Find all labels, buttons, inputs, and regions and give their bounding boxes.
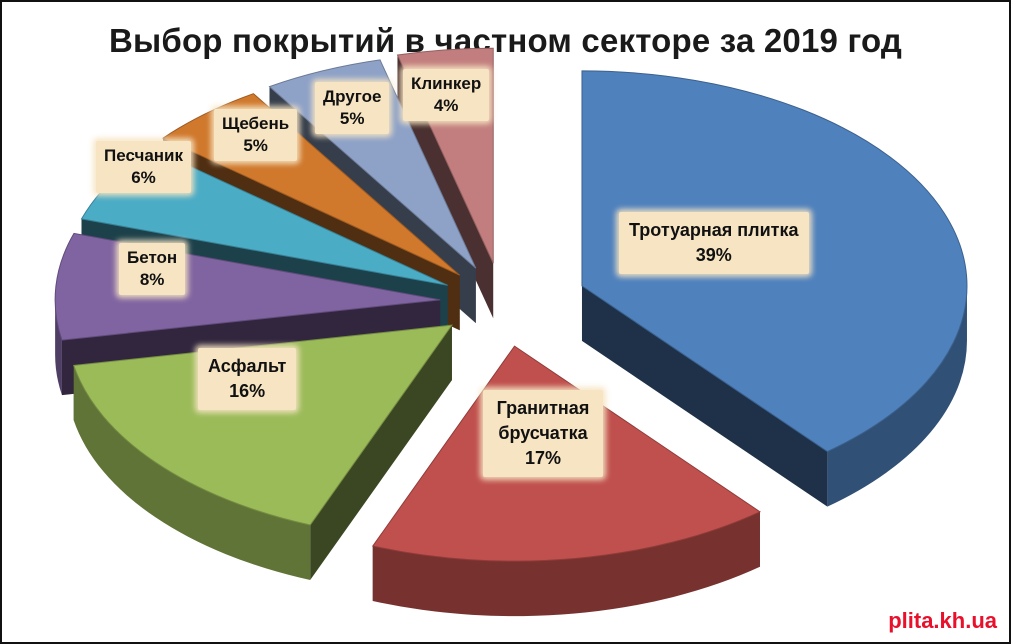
pie-slice-2-side	[73, 365, 311, 581]
data-label-slice-0: Тротуарная плитка 39%	[619, 212, 809, 274]
data-label-value-0: 39%	[695, 245, 732, 265]
pie-slice-2-top	[73, 324, 453, 526]
data-label-value-4: 6%	[131, 168, 156, 187]
pie-slice-3-side	[55, 299, 62, 396]
data-label-name-3: Бетон	[127, 248, 178, 267]
data-label-name-6: Другое	[323, 87, 382, 106]
data-label-value-2: 16%	[229, 381, 266, 401]
data-label-value-5: 5%	[243, 136, 268, 155]
pie-slice-1-side	[372, 511, 760, 617]
watermark: plita.kh.ua	[888, 608, 997, 633]
data-label-slice-7: Клинкер 4%	[403, 69, 490, 121]
pie-slice-2-wall-0	[310, 325, 452, 581]
data-label-name-2: Асфальт	[208, 356, 287, 376]
data-label-name-0: Тротуарная плитка	[629, 220, 799, 240]
data-label-slice-1: Гранитная брусчатка 17%	[483, 390, 603, 477]
pie-slice-0-wall-1	[581, 285, 828, 507]
data-label-name-1: Гранитная брусчатка	[496, 398, 590, 443]
data-label-slice-4: Песчаник 6%	[96, 141, 192, 193]
data-label-name-5: Щебень	[222, 114, 290, 133]
pie-slice-0-side	[827, 285, 967, 507]
chart-title: Выбор покрытий в частном секторе за 2019…	[108, 22, 903, 59]
data-label-slice-5: Щебень 5%	[214, 109, 298, 161]
data-label-value-3: 8%	[139, 270, 165, 289]
data-label-value-7: 4%	[433, 96, 459, 115]
data-label-slice-3: Бетон 8%	[119, 243, 186, 295]
data-label-name-4: Песчаник	[104, 146, 184, 165]
data-label-value-1: 17%	[524, 448, 562, 468]
data-label-value-6: 5%	[339, 109, 365, 128]
data-label-slice-6: Другое 5%	[315, 82, 390, 134]
data-label-slice-2: Асфальт 16%	[198, 348, 297, 410]
data-label-name-7: Клинкер	[411, 74, 482, 93]
